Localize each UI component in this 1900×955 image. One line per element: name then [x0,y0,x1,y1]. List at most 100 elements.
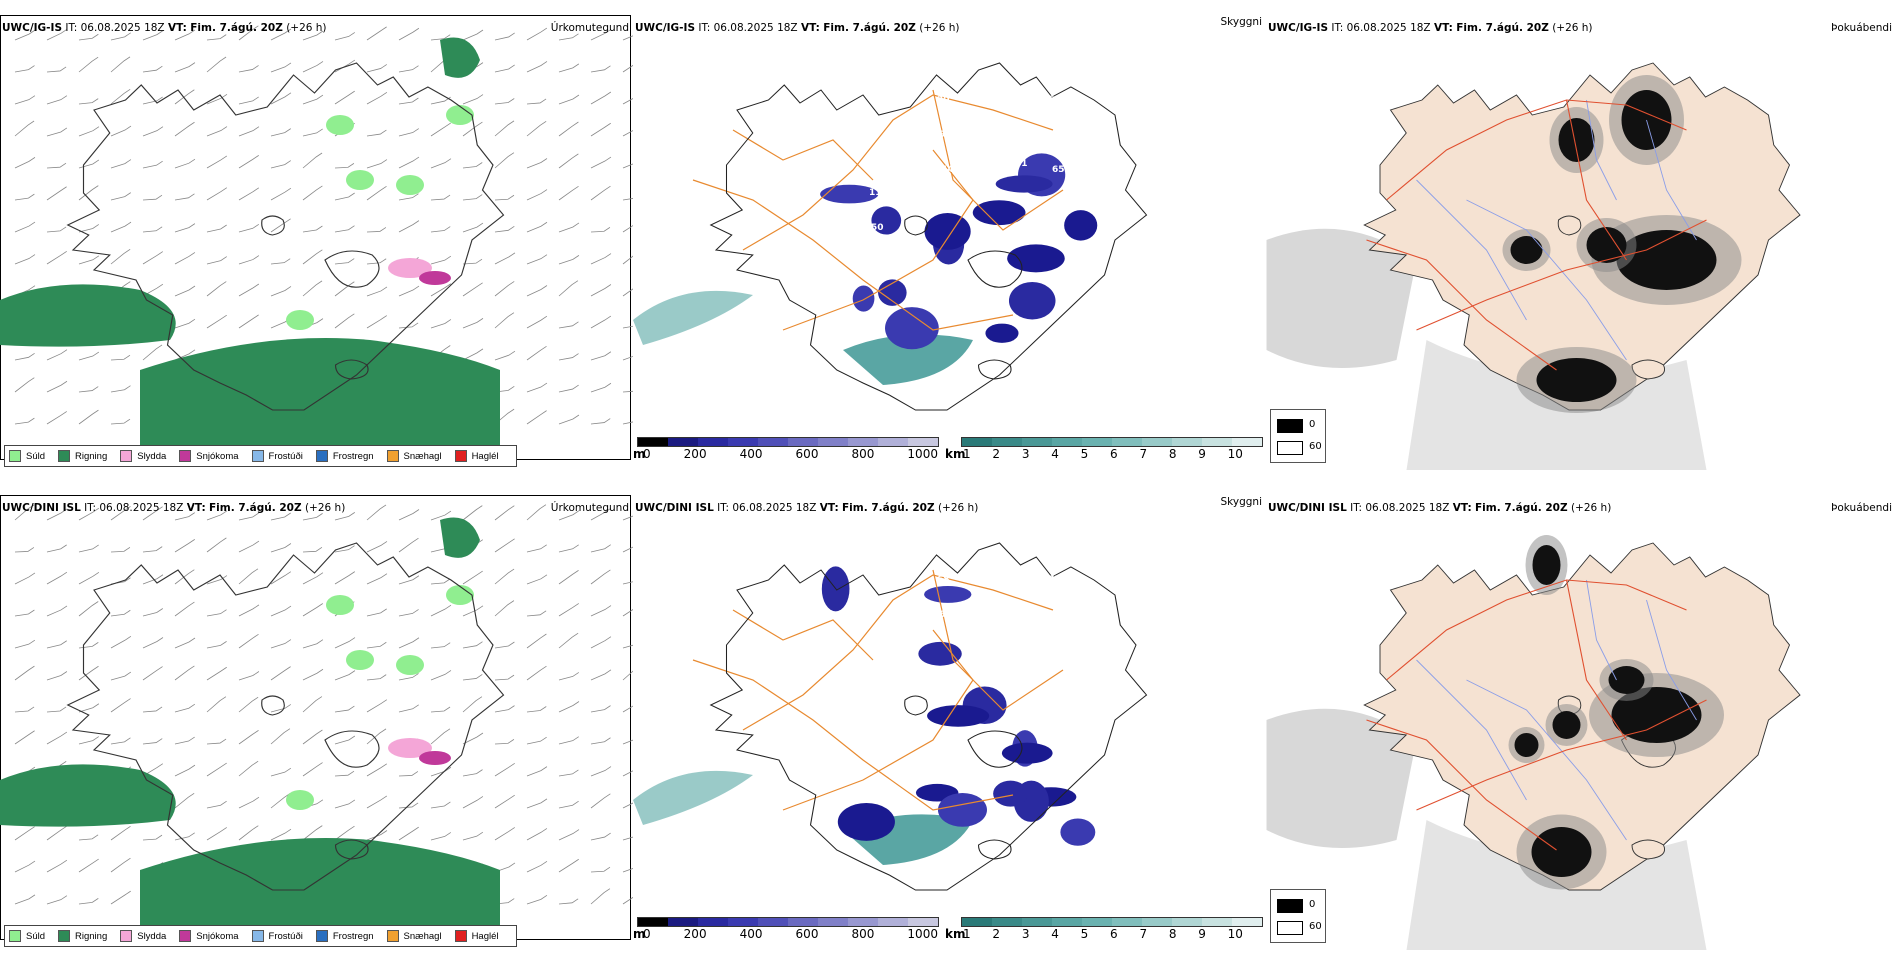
wind-barb [622,705,633,713]
wind-barb [398,97,419,105]
wind-barb [14,377,35,393]
wind-barb [398,704,419,713]
wind-barb [590,122,611,137]
wind-barb [590,91,612,105]
init-time: 06.08.2025 18Z [1365,502,1450,514]
visibility-value-label: 75 [1048,575,1061,585]
init-time: 06.08.2025 18Z [1346,22,1431,34]
legend-label: Frostúði [268,930,303,942]
legend-swatch [315,450,328,462]
wind-barb [366,763,388,777]
wind-barb [462,796,484,809]
fog-legend-label-60: 60 [1309,921,1322,932]
wind-barb [398,826,419,841]
wind-barb [238,25,259,41]
panel-precip-type-dini: UWC/DINI ISL IT: 06.08.2025 18Z VT: Fim.… [0,480,633,955]
wind-barb [462,831,484,841]
wind-barb [206,510,228,521]
wind-barb [622,546,633,553]
wind-barb [174,89,195,105]
wind-barb [78,224,100,233]
model-name: UWC/DINI ISL [635,502,714,514]
colorbar-tick: 2 [992,927,1001,941]
wind-barb [238,187,260,201]
wind-barb [366,674,387,681]
wind-barb [110,88,131,105]
low-visibility-cell [852,285,875,312]
wind-barb [78,571,100,585]
wind-barb [14,352,35,361]
wind-barb [622,390,633,393]
wind-barb [526,189,548,201]
wind-barb [14,95,36,105]
wind-barb [206,256,227,265]
wind-barb [14,706,35,713]
visibility-value-label: 70 [867,153,880,163]
colorbar-segment [962,438,992,446]
visibility-value-label: 50 [871,223,884,233]
colorbar-segment [788,438,818,446]
wind-barb [206,93,228,105]
fog-indicator-cell [1531,827,1592,877]
wind-barb [430,34,451,41]
rain-area [0,284,176,347]
fog-legend-label-60: 60 [1309,441,1322,452]
colorbar-segment [992,918,1022,926]
wind-barb [334,59,356,73]
colorbar-unit-m: m [633,927,646,941]
legend-label: Slydda [137,930,167,942]
glacier-outline [1631,359,1665,380]
wind-barb [110,418,131,425]
wind-barb [334,90,355,105]
wind-barb [590,832,611,841]
wind-barb [334,258,355,265]
wind-barb [46,826,67,841]
wind-barb [78,409,99,425]
wind-barb [526,706,547,713]
wind-barb [462,505,483,521]
wind-barb [398,802,419,809]
wind-barb [46,731,68,745]
panel-visibility-dini: 59 77 68 132 121 75 60 89 60 10 43 58 16 63 UWC/DINI … [633,480,1266,955]
visibility-value-label: 63 [904,639,917,649]
visibility-value-label: 65 [974,83,987,93]
wind-barb [110,56,131,73]
wind-barb [142,65,163,73]
visibility-value-label: 91 [1054,200,1067,210]
wind-barb [174,569,195,585]
valid-time: Fim. 7.ágú. 20Z [823,22,916,34]
visibility-value-label: 89 [902,604,915,614]
wind-barb [238,671,260,681]
wind-barb [206,314,227,329]
colorbar-tick: 5 [1080,927,1089,941]
colorbar-segment [698,918,728,926]
low-visibility-cell [1008,281,1056,320]
wind-barb [238,155,259,169]
wind-barb [238,730,259,745]
low-visibility-cell [1007,244,1065,273]
wind-barb [174,665,195,681]
river [1416,659,1527,801]
valid-time: Fim. 7.ágú. 20Z [209,502,302,514]
wind-barb [590,185,611,201]
wind-barb [206,34,227,41]
wind-barb [430,728,451,745]
colorbar-tick: 3 [1021,927,1030,941]
wind-barb [238,540,260,553]
wind-barb [270,605,292,617]
colorbar-tick: 4 [1051,927,1059,941]
wind-barb [494,538,515,553]
valid-time: Fim. 7.ágú. 20Z [190,22,283,34]
wind-barb [142,160,163,169]
wind-barb [14,120,35,137]
wind-barb [14,894,36,905]
wind-barb [366,699,388,713]
wind-barb [206,281,227,297]
wind-barb [590,737,611,745]
legend-label: Rigning [75,930,108,942]
low-visibility-cell [918,641,962,666]
colorbar-tick: 8 [1168,447,1177,461]
legend-label: Snjókoma [196,930,239,942]
wind-barb [14,193,35,201]
wind-barb [462,282,483,297]
